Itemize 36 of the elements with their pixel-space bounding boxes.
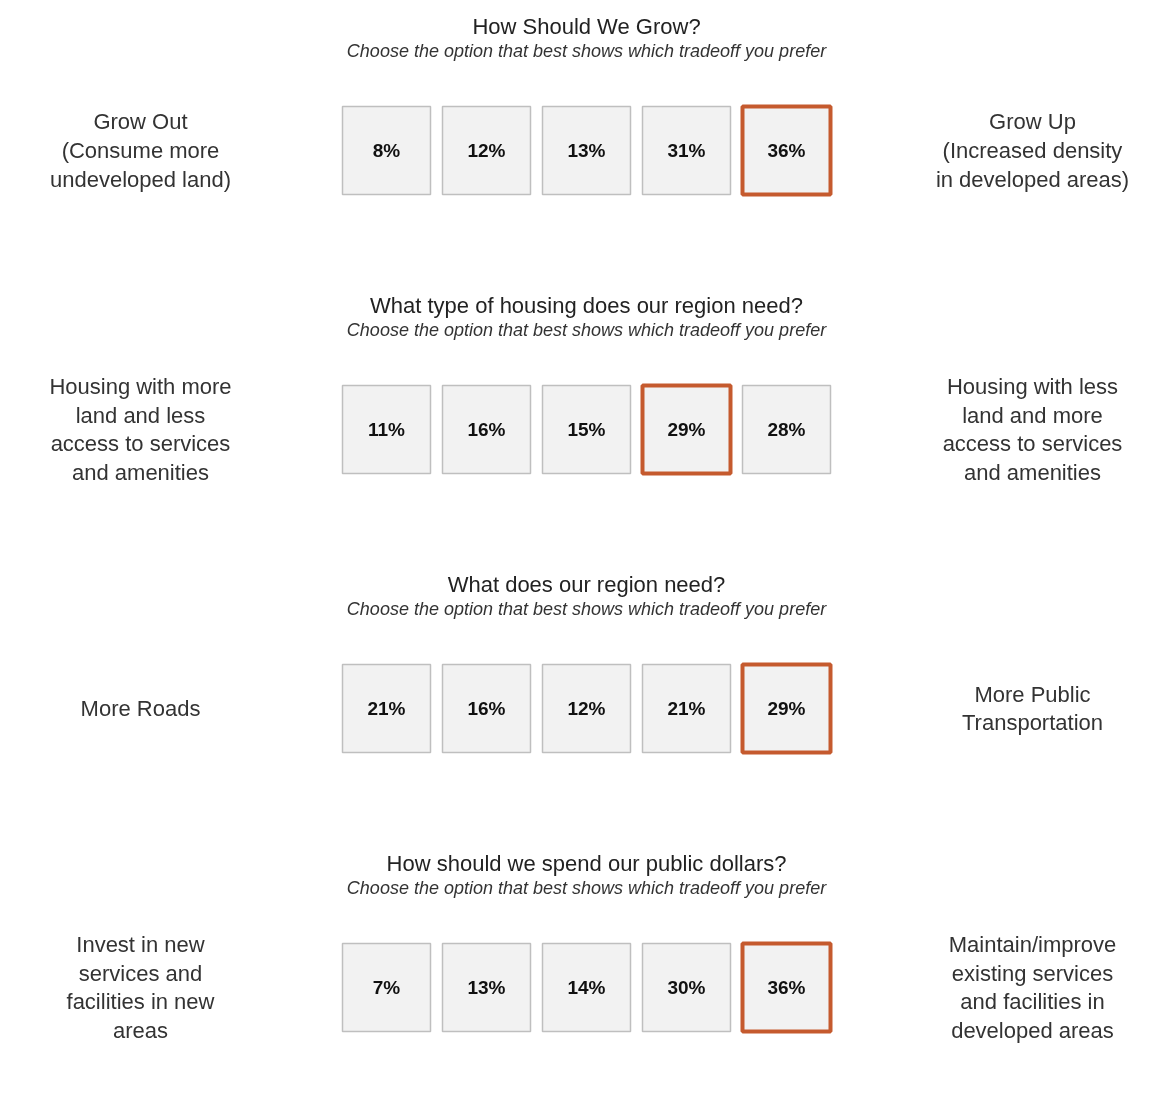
text: What type of housing does our region need? [370,293,803,318]
data-label: 16% [467,698,506,719]
data-label: 13% [567,140,606,161]
text: Choose the option that best shows which tradeoff you prefer [346,598,828,619]
data-label: 36% [767,140,806,161]
data-label: 12% [467,140,506,161]
data-label: 31% [667,140,706,161]
data-label: 11% [368,419,406,440]
data-label: 30% [667,977,706,998]
text: Maintain/improve existing services and facilities in developed areas [948,931,1117,1044]
text: Choose the option that best shows which tradeoff you prefer [346,319,828,340]
text: Housing with less land and more access to services and amenities [942,373,1123,486]
text: Grow Out (Consume more undeveloped land) [49,109,232,192]
text: How should we spend our public dollars? [386,851,787,876]
data-label: 29% [767,698,806,719]
data-label: 12% [567,698,606,719]
text: What does our region need? [447,572,726,597]
data-label: 8% [372,140,401,161]
text: More Public Transportation [961,681,1104,736]
text: Invest in new services and facilities in new areas [66,931,215,1044]
data-label: 28% [767,419,806,440]
text: More Roads [80,696,201,721]
data-label: 36% [767,977,806,998]
text: Grow Up (Increased density in developed areas) [935,109,1130,192]
text: Choose the option that best shows which tradeoff you prefer [346,40,828,61]
data-label: 15% [567,419,606,440]
data-label: 29% [667,419,706,440]
text: Housing with more land and less access to services and amenities [49,373,232,486]
data-label: 14% [567,977,606,998]
data-label: 13% [467,977,506,998]
data-label: 21% [667,698,706,719]
text: Choose the option that best shows which tradeoff you prefer [346,877,828,898]
text: How Should We Grow? [472,14,701,39]
data-label: 16% [467,419,506,440]
data-label: 21% [367,698,406,719]
data-label: 7% [372,977,401,998]
